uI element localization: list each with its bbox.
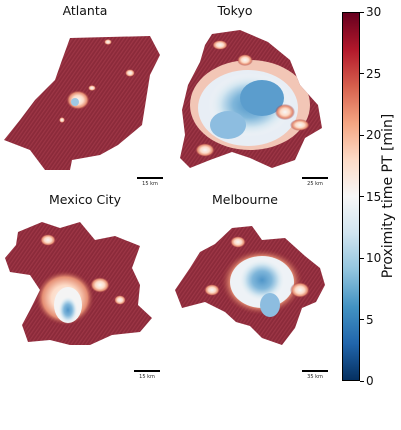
- map-panels: [4, 30, 325, 345]
- scalebar-mexico-city: 15 km: [134, 370, 160, 380]
- colorbar-tick: [360, 73, 364, 74]
- colorbar-tick: [360, 257, 364, 259]
- panel-title-atlanta: Atlanta: [62, 3, 108, 18]
- scalebar-melbourne: 35 km: [302, 370, 328, 380]
- panel-title-mexico-city: Mexico City: [48, 192, 122, 207]
- colorbar-tick: [360, 11, 364, 13]
- panel-title-tokyo: Tokyo: [217, 3, 253, 18]
- colorbar-tick: [360, 319, 364, 320]
- colorbar-tick-label: 5: [366, 312, 374, 327]
- map-melbourne: [175, 226, 325, 345]
- colorbar: [342, 12, 360, 381]
- scalebar-label: 15 km: [139, 374, 155, 380]
- colorbar-tick-label: 20: [366, 128, 382, 142]
- colorbar-tick-label: 10: [366, 251, 382, 265]
- scalebar-atlanta: 15 km: [137, 177, 163, 187]
- map-mexico-city: [5, 222, 152, 345]
- colorbar-tick-label: 25: [366, 66, 382, 81]
- scalebar-label: 35 km: [307, 374, 323, 380]
- scalebar-label: 15 km: [142, 181, 158, 187]
- scalebar-tokyo: 25 km: [302, 177, 328, 187]
- panel-title-melbourne: Melbourne: [212, 192, 278, 207]
- colorbar-tick: [360, 134, 364, 136]
- colorbar-tick: [360, 380, 364, 382]
- colorbar-tick-label: 30: [366, 5, 382, 19]
- colorbar-tick-label: 15: [366, 189, 382, 204]
- colorbar-title: Proximity time PT [min]: [380, 113, 396, 279]
- colorbar-tick: [360, 196, 364, 197]
- scalebar-label: 25 km: [307, 181, 323, 187]
- map-atlanta: [4, 36, 160, 170]
- map-tokyo: [180, 30, 322, 168]
- colorbar-tick-label: 0: [366, 374, 374, 388]
